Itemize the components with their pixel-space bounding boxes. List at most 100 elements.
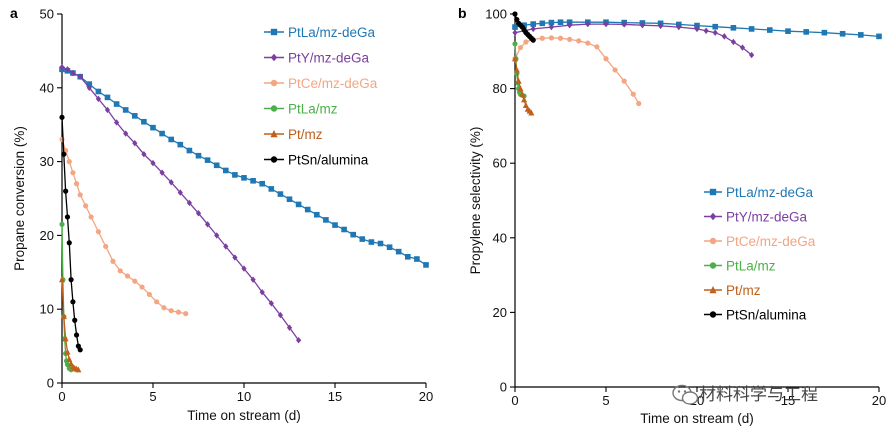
data-point: [405, 254, 411, 260]
data-point: [132, 139, 138, 147]
legend-swatch-marker: [709, 286, 717, 294]
data-point: [186, 199, 192, 207]
data-point: [195, 152, 202, 159]
data-point: [63, 188, 69, 194]
data-point: [639, 21, 645, 29]
legend-label: PtCe/mz-deGa: [726, 234, 816, 249]
data-point: [517, 44, 524, 51]
panel-a-label: a: [10, 5, 18, 21]
data-point: [512, 29, 518, 36]
data-point: [59, 63, 65, 71]
panel-b-label: b: [458, 5, 467, 21]
data-point: [567, 36, 573, 42]
watermark-text: 材料科学与工程: [699, 385, 818, 405]
data-point: [95, 95, 101, 103]
data-point: [530, 37, 536, 43]
legend-item: PtLa/mz: [264, 101, 338, 116]
series-line: [514, 37, 640, 104]
data-point: [712, 23, 718, 30]
data-point: [557, 35, 564, 41]
data-point: [88, 214, 94, 220]
data-point: [59, 114, 65, 120]
data-point: [749, 51, 755, 59]
data-point: [567, 21, 573, 29]
series-pty-mz-dega: [59, 63, 302, 344]
panel-b-y-axis-label: Propylene selectivity (%): [468, 127, 483, 275]
panel-b-chart: b 02040608010005101520 PtLa/mz-deGaPtY/m…: [458, 5, 886, 426]
data-point: [250, 276, 256, 283]
data-point: [95, 88, 102, 95]
wechat-icon: [672, 384, 699, 405]
data-point: [523, 39, 529, 45]
data-point: [64, 348, 71, 355]
data-point: [694, 25, 700, 33]
data-point: [241, 175, 247, 181]
data-point: [77, 347, 83, 353]
data-point: [712, 29, 718, 36]
legend-label: PtLa/mz: [288, 101, 338, 116]
data-point: [603, 56, 609, 62]
data-point: [676, 23, 682, 31]
data-point: [123, 130, 129, 137]
data-point: [177, 189, 183, 196]
data-point: [621, 78, 627, 84]
data-point: [77, 73, 83, 80]
series-ptsn-alumina: [59, 114, 83, 353]
data-point: [159, 169, 165, 176]
data-point: [512, 55, 518, 62]
data-point: [70, 170, 76, 176]
data-point: [122, 107, 129, 113]
data-point: [332, 222, 338, 228]
series-ptla-mz-dega: [59, 66, 429, 268]
panel-b-legend: PtLa/mz-deGa PtY/mz-deGa PtCe/mz-deGa PtLa/…: [704, 185, 816, 322]
legend-item: PtLa/mz: [704, 258, 776, 273]
legend-item: PtY/mz-deGa: [264, 50, 370, 65]
data-point: [73, 332, 80, 338]
series-ptce-mz-dega: [59, 136, 189, 317]
data-point: [159, 130, 165, 137]
data-point: [86, 81, 93, 87]
data-point: [839, 30, 846, 37]
panel-a-axes: 0 10 20 30 40 50 0 5 10 15 20: [40, 7, 434, 405]
data-point: [161, 305, 167, 311]
data-point: [576, 38, 582, 44]
data-point: [519, 90, 526, 97]
data-point: [530, 25, 536, 33]
data-point: [73, 181, 80, 187]
data-point: [512, 41, 518, 47]
data-point: [124, 273, 131, 279]
data-point: [103, 243, 109, 250]
y-tick-label: 40: [40, 80, 54, 95]
data-point: [250, 177, 256, 184]
data-point: [146, 291, 152, 298]
data-point: [386, 244, 393, 251]
y-tick-label: 10: [40, 302, 54, 317]
data-point: [141, 118, 147, 125]
data-point: [521, 96, 528, 103]
data-point: [114, 119, 120, 126]
x-tick-label: 15: [328, 389, 342, 404]
legend-swatch-marker: [709, 188, 717, 196]
data-point: [658, 22, 664, 30]
data-point: [621, 21, 627, 28]
y-tick-label: 0: [47, 376, 54, 391]
data-point: [423, 262, 429, 268]
data-point: [858, 32, 864, 38]
data-point: [64, 214, 71, 220]
data-point: [83, 203, 89, 209]
legend-label: PtY/mz-deGa: [288, 50, 370, 65]
panel-a-chart: a 0 10 20 30 40 50 0 5 10 15 20 PtLa/mz-deGa PtY/mz…: [10, 5, 433, 423]
data-point: [603, 20, 609, 28]
data-point: [515, 77, 522, 84]
y-tick-label: 20: [40, 228, 54, 243]
data-point: [154, 299, 160, 305]
data-point: [314, 211, 320, 218]
data-point: [730, 38, 736, 46]
legend-swatch-marker: [270, 156, 278, 163]
y-tick-label: 30: [40, 154, 54, 169]
data-point: [72, 317, 78, 323]
data-point: [175, 309, 182, 315]
legend-label: PtLa/mz-deGa: [288, 25, 376, 40]
data-point: [64, 66, 71, 73]
